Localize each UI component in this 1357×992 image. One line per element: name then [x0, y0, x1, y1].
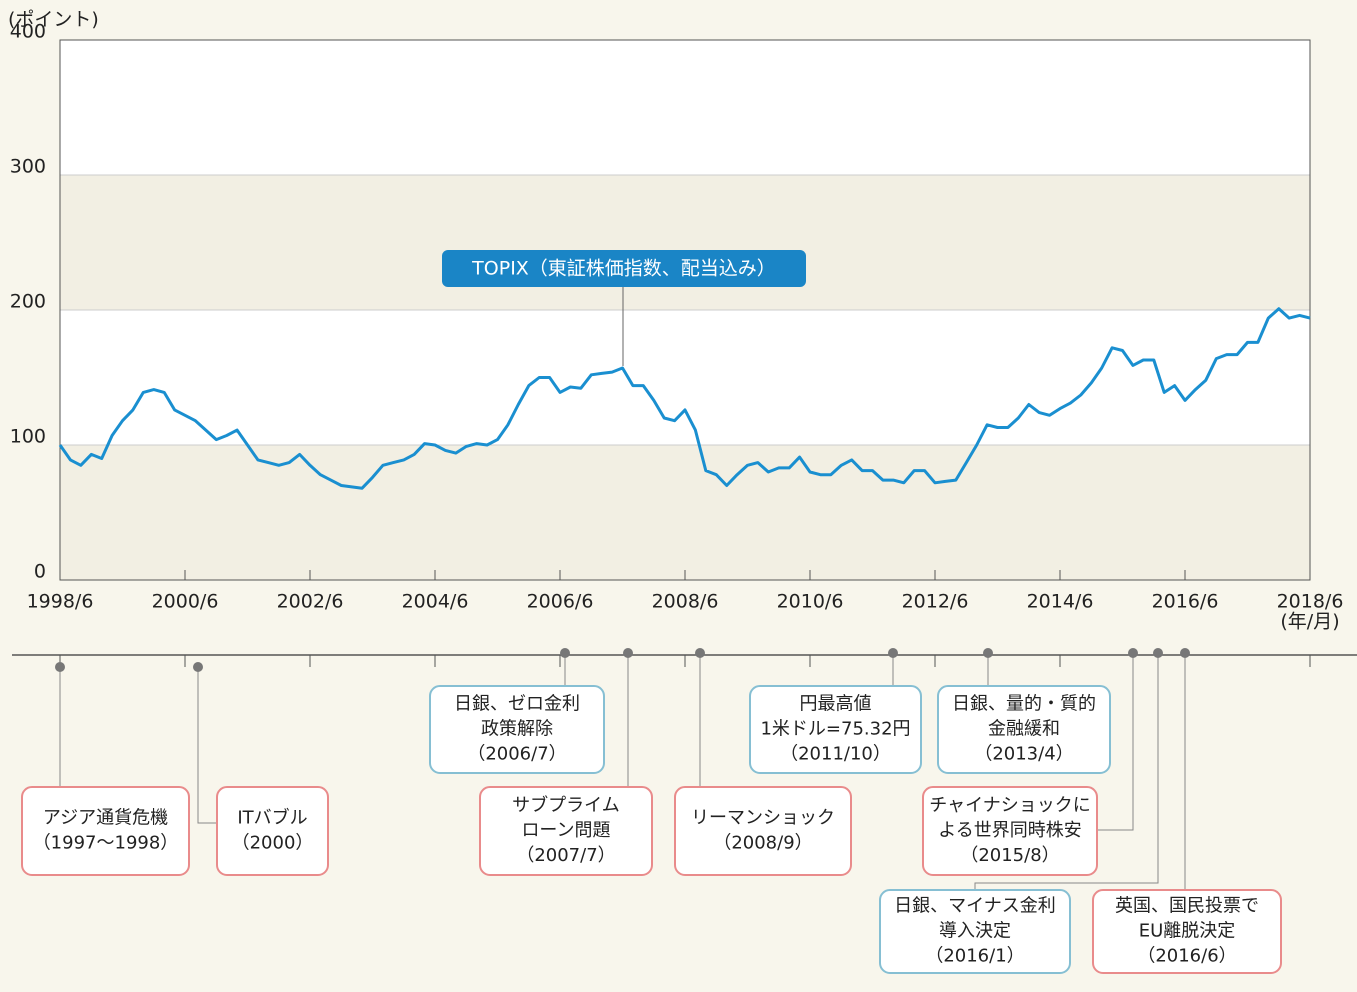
event-box — [479, 786, 653, 876]
event-text: （2015/8） — [960, 845, 1059, 866]
y-axis-label: (ポイント) — [8, 9, 99, 31]
x-tick-label: 2004/6 — [402, 591, 469, 613]
event-text: 円最高値 — [800, 694, 872, 715]
event-dot — [55, 662, 65, 672]
event-text: 政策解除 — [481, 719, 553, 740]
event-box — [216, 786, 329, 876]
event-text: （1997〜1998） — [33, 833, 179, 854]
callout-box — [442, 250, 806, 287]
event-dot — [560, 648, 570, 658]
event-text: リーマンショック — [691, 808, 835, 829]
event-connector — [1097, 653, 1134, 831]
callout-text: TOPIX（東証株価指数、配当込み） — [471, 258, 776, 280]
x-tick-label: 2018/6 — [1277, 591, 1344, 613]
y-tick-label: 100 — [10, 426, 46, 448]
band — [60, 445, 1310, 580]
event-text: 導入決定 — [939, 921, 1011, 942]
band — [60, 175, 1310, 310]
x-axis-label: (年/月) — [1280, 611, 1339, 633]
event-text: ITバブル — [237, 807, 307, 829]
y-tick-label: 300 — [10, 156, 46, 178]
event-text: （2007/7） — [516, 845, 615, 866]
event-text: （2016/1） — [925, 946, 1024, 967]
event-box — [21, 786, 190, 876]
event-text: よる世界同時株安 — [938, 820, 1081, 841]
event-dot — [623, 648, 633, 658]
event-dot — [1180, 648, 1190, 658]
event-box — [879, 889, 1071, 974]
event-text: アジア通貨危機 — [43, 808, 168, 829]
event-text: 日銀、ゼロ金利 — [454, 694, 580, 715]
event-dot — [695, 648, 705, 658]
event-box — [1092, 889, 1282, 974]
event-text: 日銀、量的・質的 — [952, 694, 1096, 715]
event-dot — [888, 648, 898, 658]
x-tick-label: 1998/6 — [27, 591, 94, 613]
event-box — [922, 786, 1098, 876]
event-text: チャイナショックに — [929, 795, 1090, 816]
event-box — [749, 685, 922, 774]
event-text: 1米ドル=75.32円 — [760, 719, 910, 740]
event-text: （2000） — [232, 833, 314, 854]
event-text: （2013/4） — [974, 744, 1073, 765]
event-text: EU離脱決定 — [1139, 921, 1236, 942]
event-connector — [974, 653, 1159, 890]
event-connector — [197, 667, 217, 824]
event-dot — [1153, 648, 1163, 658]
event-text: （2006/7） — [467, 744, 566, 765]
x-tick-label: 2006/6 — [527, 591, 594, 613]
event-text: （2008/9） — [713, 833, 812, 854]
line-series — [58, 307, 1311, 490]
event-box — [429, 685, 605, 774]
event-text: （2016/6） — [1137, 946, 1236, 967]
event-text: 英国、国民投票で — [1115, 896, 1259, 917]
event-dot — [1128, 648, 1138, 658]
x-tick-label: 2010/6 — [777, 591, 844, 613]
x-tick-label: 2012/6 — [902, 591, 969, 613]
event-dot — [193, 662, 203, 672]
y-tick-label: 200 — [10, 291, 46, 313]
x-tick-label: 2008/6 — [652, 591, 719, 613]
event-text: 金融緩和 — [988, 719, 1060, 740]
event-dot — [983, 648, 993, 658]
y-tick-label: 400 — [10, 21, 46, 43]
event-box — [674, 786, 852, 876]
event-text: （2011/10） — [780, 744, 891, 765]
event-text: 日銀、マイナス金利 — [894, 896, 1056, 917]
y-tick-label: 0 — [34, 561, 46, 583]
x-tick-label: 2002/6 — [277, 591, 344, 613]
event-box — [937, 685, 1111, 774]
x-tick-label: 2000/6 — [152, 591, 219, 613]
event-text: ローン問題 — [521, 820, 610, 841]
x-tick-label: 2016/6 — [1152, 591, 1219, 613]
event-text: サブプライム — [512, 794, 620, 816]
x-tick-label: 2014/6 — [1027, 591, 1094, 613]
